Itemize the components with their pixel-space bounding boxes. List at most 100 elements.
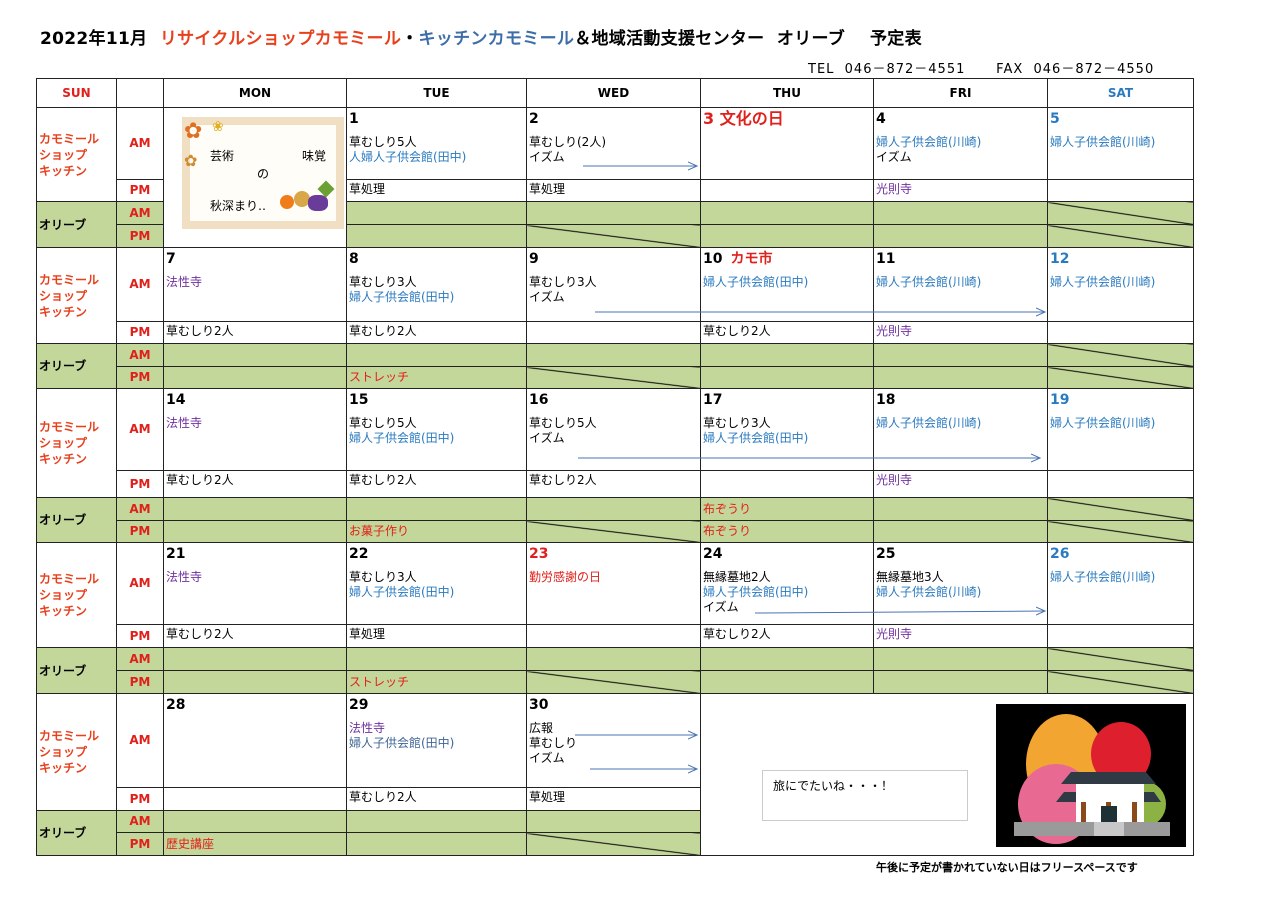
olive-pm-cell[interactable] (1047, 670, 1194, 694)
olive-pm-cell[interactable] (526, 832, 701, 856)
olive-am-cell[interactable] (700, 201, 874, 225)
olive-pm-cell[interactable] (873, 224, 1048, 248)
pm-cell[interactable] (1047, 321, 1194, 344)
pm-cell[interactable]: 草処理 (526, 179, 701, 202)
olive-am-cell[interactable] (1047, 497, 1194, 521)
day-cell-0-2[interactable]: 2 草むしり(2人) イズム (526, 107, 701, 180)
day-cell-0-1[interactable]: 1 草むしり5人 人婦人子供会館(田中) (346, 107, 527, 180)
olive-pm-cell[interactable] (700, 366, 874, 389)
pm-cell[interactable]: 草処理 (346, 179, 527, 202)
day-cell-4-2[interactable]: 30 広報 草むしり イズム (526, 693, 701, 788)
olive-am-cell[interactable] (873, 201, 1048, 225)
pm-cell[interactable]: 光則寺 (873, 470, 1048, 498)
olive-am-cell[interactable] (346, 201, 527, 225)
day-cell-2-5[interactable]: 19 婦人子供会館(川崎) (1047, 388, 1194, 471)
olive-am-cell[interactable] (700, 343, 874, 367)
pm-cell[interactable]: 草むしり2人 (700, 624, 874, 648)
olive-am-cell[interactable] (1047, 201, 1194, 225)
day-cell-3-1[interactable]: 22 草むしり3人 婦人子供会館(田中) (346, 542, 527, 625)
day-cell-3-4[interactable]: 25 無縁墓地3人 婦人子供会館(川崎) (873, 542, 1048, 625)
day-cell-0-4[interactable]: 4 婦人子供会館(川崎) イズム (873, 107, 1048, 180)
olive-pm-cell[interactable] (873, 670, 1048, 694)
olive-am-cell[interactable] (526, 201, 701, 225)
olive-pm-cell[interactable] (526, 224, 701, 248)
olive-am-cell[interactable] (1047, 647, 1194, 671)
day-cell-3-2[interactable]: 23 勤労感謝の日 (526, 542, 701, 625)
day-cell-4-1[interactable]: 29 法性寺 婦人子供会館(田中) (346, 693, 527, 788)
pm-cell[interactable]: 草むしり2人 (163, 624, 347, 648)
olive-pm-cell[interactable]: ストレッチ (346, 366, 527, 389)
pm-cell[interactable] (1047, 624, 1194, 648)
pm-cell[interactable] (526, 321, 701, 344)
olive-pm-cell[interactable] (163, 670, 347, 694)
olive-pm-cell[interactable] (346, 224, 527, 248)
olive-am-cell[interactable] (346, 343, 527, 367)
olive-pm-cell[interactable] (526, 520, 701, 543)
day-cell-3-3[interactable]: 24 無縁墓地2人 婦人子供会館(田中) イズム (700, 542, 874, 625)
pm-cell[interactable]: 草処理 (346, 624, 527, 648)
day-cell-1-5[interactable]: 12 婦人子供会館(川崎) (1047, 247, 1194, 322)
pm-cell[interactable]: 光則寺 (873, 624, 1048, 648)
olive-am-cell[interactable] (346, 810, 527, 833)
olive-am-cell[interactable] (163, 497, 347, 521)
day-cell-2-4[interactable]: 18 婦人子供会館(川崎) (873, 388, 1048, 471)
olive-am-cell[interactable] (700, 647, 874, 671)
olive-am-cell[interactable] (526, 647, 701, 671)
pm-cell[interactable]: 草むしり2人 (163, 321, 347, 344)
day-cell-2-1[interactable]: 15 草むしり5人 婦人子供会館(田中) (346, 388, 527, 471)
pm-cell[interactable]: 草むしり2人 (346, 321, 527, 344)
olive-pm-cell[interactable] (1047, 366, 1194, 389)
day-cell-3-0[interactable]: 21 法性寺 (163, 542, 347, 625)
pm-cell[interactable]: 光則寺 (873, 179, 1048, 202)
pm-cell[interactable] (163, 787, 347, 811)
olive-pm-cell[interactable] (700, 224, 874, 248)
pm-cell[interactable]: 光則寺 (873, 321, 1048, 344)
olive-am-cell[interactable] (526, 497, 701, 521)
pm-cell[interactable]: 草処理 (526, 787, 701, 811)
olive-pm-cell[interactable] (1047, 224, 1194, 248)
pm-cell[interactable] (1047, 179, 1194, 202)
olive-am-cell[interactable] (163, 647, 347, 671)
olive-pm-cell[interactable]: 布ぞうり (700, 520, 874, 543)
olive-am-cell[interactable] (1047, 343, 1194, 367)
day-cell-2-3[interactable]: 17 草むしり3人 婦人子供会館(田中) (700, 388, 874, 471)
day-cell-3-5[interactable]: 26 婦人子供会館(川崎) (1047, 542, 1194, 625)
pm-cell[interactable]: 草むしり2人 (163, 470, 347, 498)
day-cell-1-1[interactable]: 8 草むしり3人 婦人子供会館(田中) (346, 247, 527, 322)
day-cell-2-2[interactable]: 16 草むしり5人 イズム (526, 388, 701, 471)
olive-pm-cell[interactable] (346, 832, 527, 856)
olive-am-cell[interactable] (526, 810, 701, 833)
olive-am-cell[interactable] (163, 343, 347, 367)
pm-cell[interactable]: 草むしり2人 (526, 470, 701, 498)
day-cell-1-0[interactable]: 7 法性寺 (163, 247, 347, 322)
olive-pm-cell[interactable] (526, 670, 701, 694)
olive-pm-cell[interactable]: 歴史講座 (163, 832, 347, 856)
olive-am-cell[interactable] (346, 647, 527, 671)
day-cell-2-0[interactable]: 14 法性寺 (163, 388, 347, 471)
olive-am-cell[interactable] (873, 647, 1048, 671)
olive-am-cell[interactable] (873, 497, 1048, 521)
olive-pm-cell[interactable] (1047, 520, 1194, 543)
olive-pm-cell[interactable] (163, 366, 347, 389)
pm-cell[interactable] (700, 470, 874, 498)
olive-pm-cell[interactable] (873, 366, 1048, 389)
day-cell-0-3[interactable]: 3 文化の日 (700, 107, 874, 180)
olive-pm-cell[interactable]: ストレッチ (346, 670, 527, 694)
day-cell-1-4[interactable]: 11 婦人子供会館(川崎) (873, 247, 1048, 322)
olive-pm-cell[interactable] (163, 520, 347, 543)
pm-cell[interactable] (700, 179, 874, 202)
olive-pm-cell[interactable]: お菓子作り (346, 520, 527, 543)
pm-cell[interactable]: 草むしり2人 (346, 787, 527, 811)
day-cell-4-0[interactable]: 28 (163, 693, 347, 788)
olive-am-cell[interactable] (346, 497, 527, 521)
olive-am-cell[interactable] (526, 343, 701, 367)
day-cell-0-5[interactable]: 5 婦人子供会館(川崎) (1047, 107, 1194, 180)
olive-am-cell[interactable]: 布ぞうり (700, 497, 874, 521)
olive-pm-cell[interactable] (700, 670, 874, 694)
pm-cell[interactable] (1047, 470, 1194, 498)
pm-cell[interactable]: 草むしり2人 (346, 470, 527, 498)
olive-am-cell[interactable] (163, 810, 347, 833)
olive-pm-cell[interactable] (526, 366, 701, 389)
day-cell-1-2[interactable]: 9 草むしり3人 イズム (526, 247, 701, 322)
olive-pm-cell[interactable] (873, 520, 1048, 543)
